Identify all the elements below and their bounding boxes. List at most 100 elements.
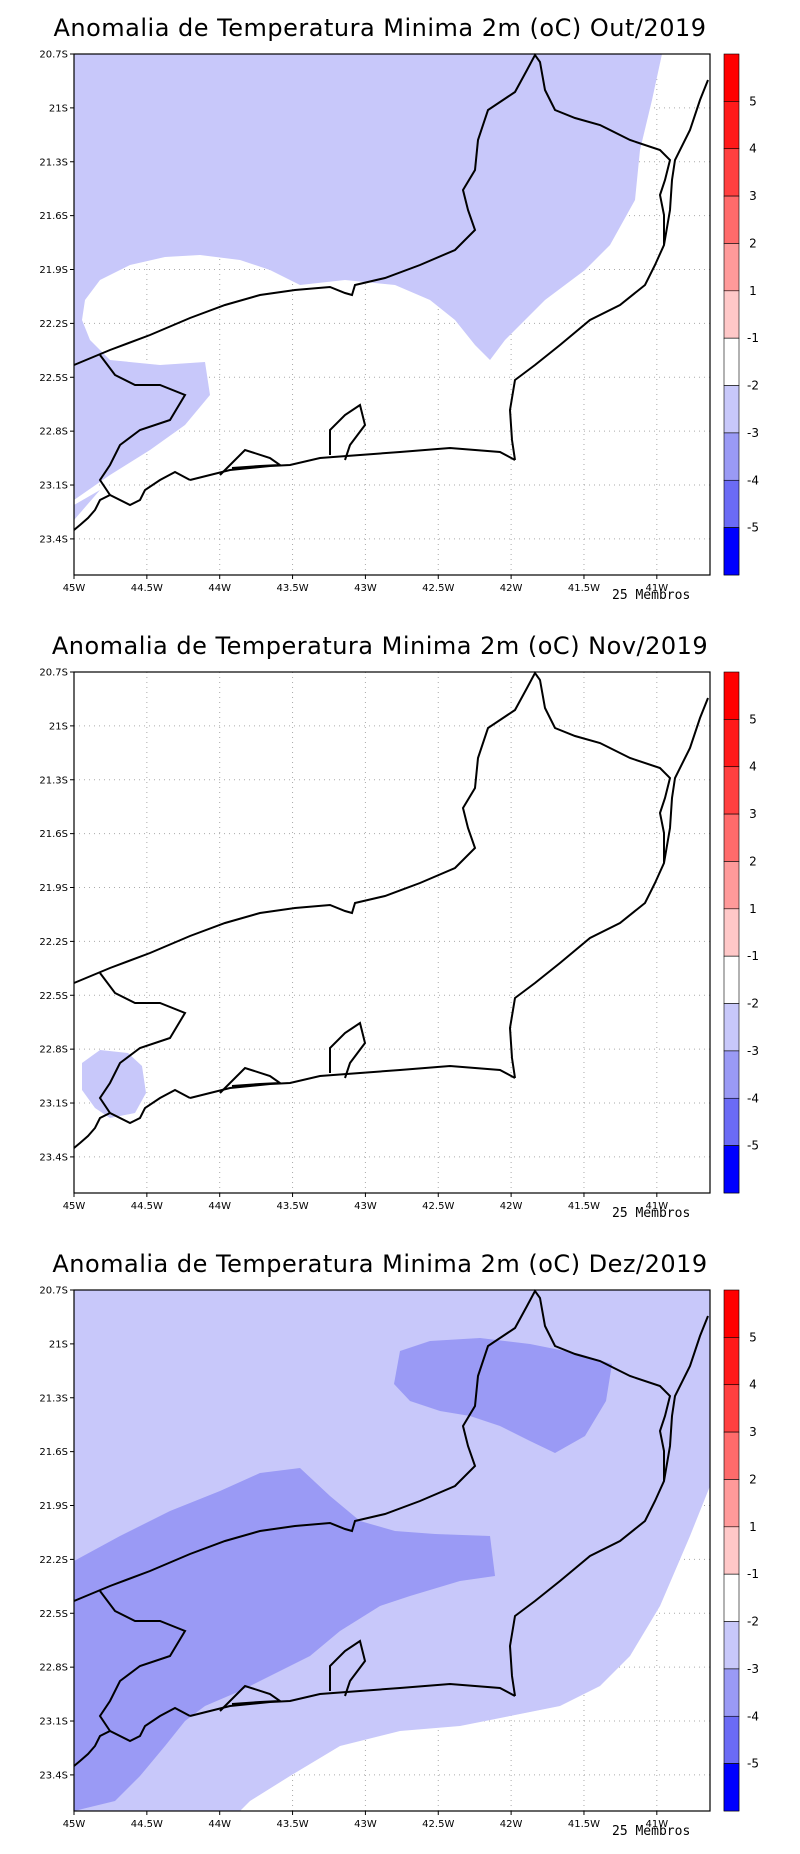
colorbar-label: 2 xyxy=(749,1472,757,1486)
sepetiba-bay xyxy=(219,1684,283,1712)
lon-tick-label: 44W xyxy=(208,583,231,594)
colorbar-label: 2 xyxy=(749,236,757,250)
colorbar-box xyxy=(723,527,740,576)
colorbar-box xyxy=(723,813,740,862)
colorbar-box xyxy=(723,1050,740,1099)
colorbar-box xyxy=(723,53,740,102)
coast-southwest xyxy=(73,1706,191,1767)
lon-tick-label: 43.5W xyxy=(276,583,308,594)
colorbar-box xyxy=(723,1715,740,1764)
colorbar-box xyxy=(723,1145,740,1194)
lon-tick-label: 42.5W xyxy=(422,1819,454,1830)
lat-tick-label: 21.6S xyxy=(39,211,68,222)
map-frame xyxy=(73,671,711,1194)
colorbar-box xyxy=(723,1573,740,1622)
colorbar-label: -2 xyxy=(747,379,759,393)
colorbar-label: -3 xyxy=(747,1044,759,1058)
colorbar-label: -1 xyxy=(747,949,759,963)
lat-tick-label: 23.4S xyxy=(39,534,68,545)
lon-tick-label: 43W xyxy=(354,1201,377,1212)
lon-tick-label: 41W xyxy=(646,583,669,594)
lon-tick-label: 44W xyxy=(208,1819,231,1830)
coast-northeast xyxy=(663,1315,709,1482)
colorbar-label: -4 xyxy=(747,473,759,487)
colorbar-box xyxy=(723,243,740,292)
axis-labels: 20.7S 21S 21.3S 21.6S 21.9S 22.2S 22.5S 22.8S 23… xyxy=(39,668,668,1213)
lon-tick-label: 41.5W xyxy=(568,1201,600,1212)
lon-tick-label: 43.5W xyxy=(276,1819,308,1830)
axis-labels: 20.7S 21S 21.3S 21.6S 21.9S 22.2S 22.5S 22.8S 23… xyxy=(39,1286,668,1831)
map-panel-oct: Anomalia de Temperatura Minima 2m (oC) O… xyxy=(0,0,800,618)
colorbar-label: 3 xyxy=(749,807,757,821)
lon-tick-label: 41W xyxy=(646,1201,669,1212)
lon-tick-label: 44.5W xyxy=(131,1201,163,1212)
lon-tick-label: 45W xyxy=(63,1819,86,1830)
colorbar-box xyxy=(723,1431,740,1480)
lat-tick-label: 22.2S xyxy=(39,1555,68,1566)
coast-south xyxy=(189,446,516,481)
colorbar-box xyxy=(723,908,740,957)
map-panel-nov: Anomalia de Temperatura Minima 2m (oC) N… xyxy=(0,618,800,1236)
colorbar-box xyxy=(723,861,740,910)
lat-tick-label: 22.5S xyxy=(39,991,68,1002)
lat-tick-label: 21S xyxy=(49,103,68,114)
coastline xyxy=(73,53,709,531)
colorbar-label: -3 xyxy=(747,1662,759,1676)
colorbar-label: -1 xyxy=(747,331,759,345)
lat-tick-label: 22.5S xyxy=(39,373,68,384)
colorbar-label: 4 xyxy=(749,760,757,774)
lat-tick-label: 21.6S xyxy=(39,829,68,840)
colorbar-label: -4 xyxy=(747,1709,759,1723)
lat-tick-label: 23.1S xyxy=(39,1717,68,1728)
anomaly-region-minus1-minus2 xyxy=(74,54,662,500)
colorbar-box xyxy=(723,479,740,528)
guanabara-bay xyxy=(329,1021,367,1079)
colorbar-box xyxy=(723,1621,740,1670)
colorbar-box xyxy=(723,1668,740,1717)
colorbar-box xyxy=(723,1479,740,1528)
colorbar-label: 1 xyxy=(749,284,757,298)
colorbar-label: 2 xyxy=(749,854,757,868)
lon-tick-label: 44.5W xyxy=(131,583,163,594)
colorbar-box xyxy=(723,1097,740,1146)
state-border-north xyxy=(73,53,672,461)
lat-tick-label: 21S xyxy=(49,721,68,732)
lat-tick-label: 23.4S xyxy=(39,1152,68,1163)
sepetiba-bay xyxy=(219,1066,283,1094)
colorbar-box xyxy=(723,719,740,768)
colorbar-box xyxy=(723,955,740,1004)
lat-tick-label: 21.3S xyxy=(39,775,68,786)
colorbar-box xyxy=(723,290,740,339)
anomaly-fills xyxy=(82,1050,146,1118)
map-canvas: 20.7S21S21.3S21.6S21.9S22.2S22.5S22.8S23… xyxy=(39,1286,759,1840)
lat-tick-label: 22.8S xyxy=(39,1045,68,1056)
colorbar-label: -5 xyxy=(747,521,759,535)
lat-tick-label: 21.9S xyxy=(39,1501,68,1512)
members-footer: 25 Membros xyxy=(612,1824,690,1839)
lon-tick-label: 42.5W xyxy=(422,583,454,594)
coast-northeast xyxy=(663,79,709,246)
lon-tick-label: 45W xyxy=(63,1201,86,1212)
lon-tick-label: 41.5W xyxy=(568,583,600,594)
state-border-north xyxy=(73,1289,672,1697)
coast-southwest xyxy=(73,470,191,531)
colorbar-label: 1 xyxy=(749,902,757,916)
colorbar-label: 1 xyxy=(749,1520,757,1534)
lat-tick-label: 22.8S xyxy=(39,1663,68,1674)
members-footer: 25 Membros xyxy=(612,588,690,603)
anomaly-region-minus1-minus2-south xyxy=(74,490,100,520)
lat-tick-label: 21.6S xyxy=(39,1447,68,1458)
map-canvas: 20.7S21S21.3S21.6S21.9S22.2S22.5S22.8S23… xyxy=(39,50,759,604)
colorbar-label: -5 xyxy=(747,1757,759,1771)
colorbar-label: -1 xyxy=(747,1567,759,1581)
map-title: Anomalia de Temperatura Minima 2m (oC) D… xyxy=(52,1250,708,1278)
state-border-west xyxy=(98,1590,187,1732)
colorbar-box xyxy=(723,1763,740,1812)
colorbar-box xyxy=(723,148,740,197)
lat-tick-label: 21.3S xyxy=(39,1393,68,1404)
lat-tick-label: 22.5S xyxy=(39,1609,68,1620)
lat-tick-label: 21.9S xyxy=(39,265,68,276)
guanabara-bay xyxy=(329,403,367,461)
lon-tick-label: 41W xyxy=(646,1819,669,1830)
axis-labels: 20.7S 21S 21.3S 21.6S 21.9S 22.2S 22.5S 22.8S 23… xyxy=(39,50,668,595)
